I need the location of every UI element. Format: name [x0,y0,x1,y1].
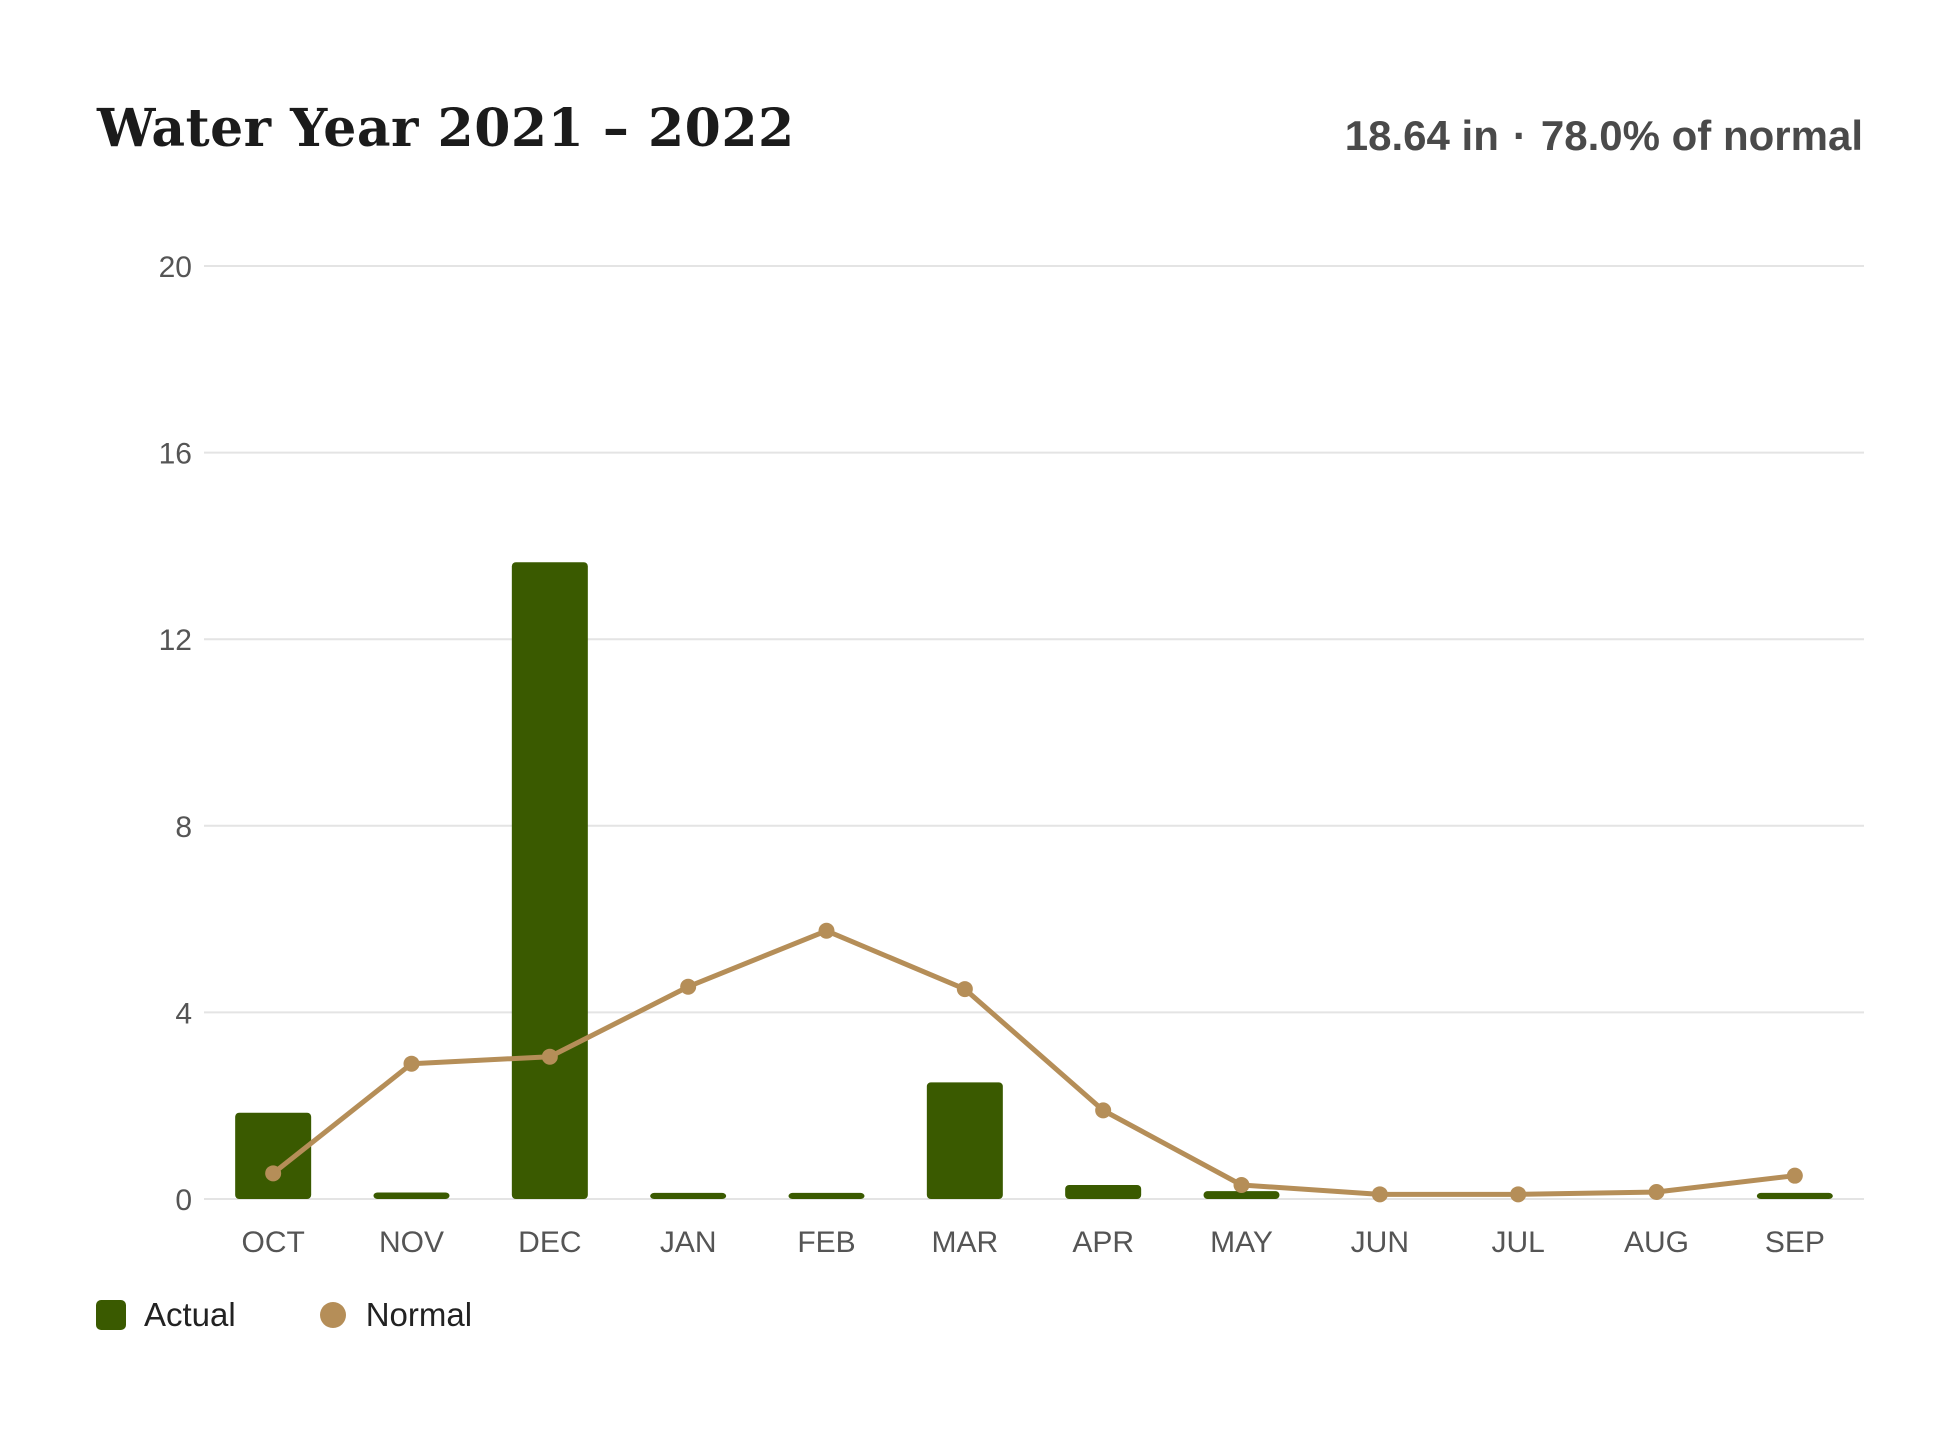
legend-swatch-actual [96,1300,126,1330]
x-tick-label: NOV [379,1226,444,1259]
point-normal-may[interactable] [1233,1177,1250,1194]
y-tick-layer: 0 4 8 12 16 20 [159,251,192,1217]
bar-actual-jan[interactable] [650,1192,727,1199]
x-tick-label: FEB [797,1226,855,1259]
y-tick-label: 12 [159,624,192,657]
legend: Actual Normal [96,1296,556,1334]
y-tick-label: 4 [175,997,192,1030]
percent-of-normal: 78.0% of normal [1540,112,1863,159]
x-tick-label: OCT [242,1226,305,1259]
summary-separator: · [1512,112,1527,159]
point-normal-feb[interactable] [818,922,835,939]
point-normal-jan[interactable] [680,978,697,995]
point-normal-jun[interactable] [1371,1186,1388,1203]
point-normal-apr[interactable] [1095,1102,1112,1119]
point-normal-dec[interactable] [541,1048,558,1065]
bar-actual-sep[interactable] [1756,1192,1833,1199]
legend-label-actual: Actual [144,1296,236,1333]
point-normal-jul[interactable] [1510,1186,1527,1203]
x-tick-label: DEC [518,1226,581,1259]
grid-layer [204,265,1864,1200]
x-tick-label: MAR [931,1226,998,1259]
chart-title: Water Year 2021 – 2022 [97,98,795,159]
total-precip: 18.64 in [1344,112,1499,159]
point-normal-mar[interactable] [956,981,973,998]
legend-swatch-normal [319,1302,346,1328]
line-layer [265,922,1803,1203]
x-tick-label: JAN [660,1226,717,1259]
legend-item-normal[interactable]: Normal [319,1296,473,1334]
x-tick-label: APR [1072,1226,1134,1259]
bar-actual-mar[interactable] [926,1082,1003,1199]
x-tick-label: MAY [1210,1226,1273,1259]
y-tick-label: 8 [175,811,192,844]
normal-line [270,928,1798,1197]
bar-layer [235,562,1833,1199]
bar-actual-nov[interactable] [373,1192,450,1199]
x-tick-layer: OCT NOV DEC JAN FEB MAR APR MAY JUN JUL AUG SEP [242,1226,1825,1259]
bar-actual-feb[interactable] [788,1192,865,1199]
point-normal-sep[interactable] [1786,1167,1803,1184]
bar-actual-dec[interactable] [511,562,588,1199]
y-tick-label: 20 [159,251,192,284]
point-normal-nov[interactable] [403,1055,420,1072]
x-tick-label: JUN [1351,1226,1409,1259]
bar-actual-oct[interactable] [235,1112,312,1199]
x-tick-label: JUL [1491,1226,1544,1259]
y-tick-label: 0 [175,1184,192,1217]
bar-actual-apr[interactable] [1065,1185,1142,1199]
point-normal-oct[interactable] [265,1165,282,1182]
x-tick-label: SEP [1765,1226,1825,1259]
y-tick-label: 16 [159,438,192,471]
legend-label-normal: Normal [365,1296,473,1333]
bar-actual-may[interactable] [1203,1191,1280,1199]
summary-stats: 18.64 in · 78.0% of normal [1345,112,1863,160]
x-tick-label: AUG [1624,1226,1689,1259]
legend-item-actual[interactable]: Actual [96,1296,236,1334]
point-normal-aug[interactable] [1648,1184,1665,1201]
